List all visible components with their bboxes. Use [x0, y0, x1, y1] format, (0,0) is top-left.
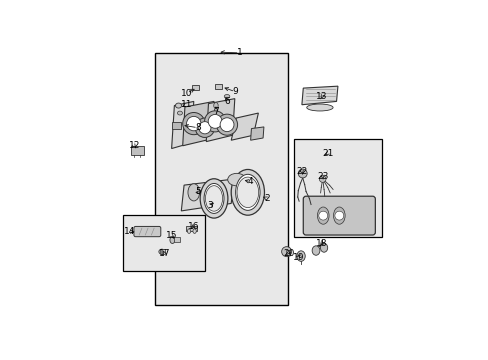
Text: 7: 7 — [213, 107, 219, 116]
Text: 6: 6 — [224, 97, 229, 106]
Polygon shape — [301, 86, 337, 105]
Circle shape — [195, 118, 214, 138]
Circle shape — [208, 114, 222, 128]
Circle shape — [204, 111, 225, 132]
Circle shape — [183, 112, 204, 135]
Ellipse shape — [333, 207, 345, 224]
Circle shape — [318, 211, 327, 220]
Ellipse shape — [193, 229, 196, 233]
Polygon shape — [181, 179, 233, 211]
Polygon shape — [183, 102, 214, 146]
Text: 10: 10 — [181, 89, 192, 98]
Ellipse shape — [170, 237, 175, 243]
Ellipse shape — [224, 94, 229, 98]
Ellipse shape — [227, 174, 245, 186]
Text: 18: 18 — [316, 239, 327, 248]
Ellipse shape — [306, 104, 332, 111]
Ellipse shape — [200, 179, 227, 218]
Text: 22: 22 — [296, 167, 307, 176]
FancyBboxPatch shape — [303, 196, 375, 235]
Circle shape — [334, 211, 343, 220]
Circle shape — [198, 122, 210, 134]
Circle shape — [319, 176, 325, 183]
Text: 8: 8 — [195, 123, 201, 132]
Circle shape — [216, 114, 237, 135]
Ellipse shape — [317, 207, 328, 224]
Text: 2: 2 — [264, 194, 269, 203]
Text: 23: 23 — [316, 172, 328, 181]
Text: 12: 12 — [128, 141, 140, 150]
Text: 17: 17 — [159, 249, 170, 258]
Bar — [155, 53, 287, 305]
Bar — [123, 215, 204, 270]
Ellipse shape — [203, 184, 224, 213]
Circle shape — [281, 247, 291, 257]
Text: 11: 11 — [180, 100, 192, 109]
Ellipse shape — [311, 246, 319, 255]
Text: 21: 21 — [321, 149, 333, 158]
Text: 9: 9 — [232, 87, 238, 96]
Text: 15: 15 — [165, 231, 177, 240]
Ellipse shape — [175, 103, 181, 108]
Text: 3: 3 — [207, 201, 213, 210]
Ellipse shape — [213, 103, 218, 109]
Bar — [173, 237, 179, 242]
Bar — [285, 250, 290, 255]
Bar — [192, 85, 199, 90]
Text: 13: 13 — [316, 92, 327, 101]
FancyBboxPatch shape — [134, 226, 161, 237]
Bar — [186, 226, 197, 231]
Ellipse shape — [320, 243, 327, 252]
Ellipse shape — [159, 249, 164, 254]
Ellipse shape — [237, 177, 258, 208]
Polygon shape — [231, 113, 258, 140]
Bar — [214, 84, 221, 89]
Ellipse shape — [177, 111, 182, 115]
Ellipse shape — [231, 170, 264, 215]
Bar — [131, 146, 144, 155]
Polygon shape — [250, 127, 264, 140]
Circle shape — [298, 169, 306, 178]
Text: 19: 19 — [292, 253, 304, 262]
Polygon shape — [206, 99, 234, 141]
Ellipse shape — [187, 184, 199, 201]
Polygon shape — [171, 102, 193, 149]
Text: 16: 16 — [188, 222, 199, 231]
Text: 20: 20 — [283, 249, 294, 258]
Bar — [293, 139, 382, 237]
Text: 1: 1 — [236, 48, 242, 57]
Text: 5: 5 — [195, 187, 201, 196]
Bar — [172, 122, 181, 129]
Text: 14: 14 — [123, 227, 135, 236]
Ellipse shape — [235, 174, 260, 210]
Circle shape — [186, 116, 201, 131]
Circle shape — [220, 118, 233, 132]
Ellipse shape — [296, 251, 305, 261]
Ellipse shape — [205, 186, 222, 211]
Text: 4: 4 — [247, 177, 253, 186]
Ellipse shape — [187, 229, 190, 233]
Bar — [160, 249, 164, 254]
